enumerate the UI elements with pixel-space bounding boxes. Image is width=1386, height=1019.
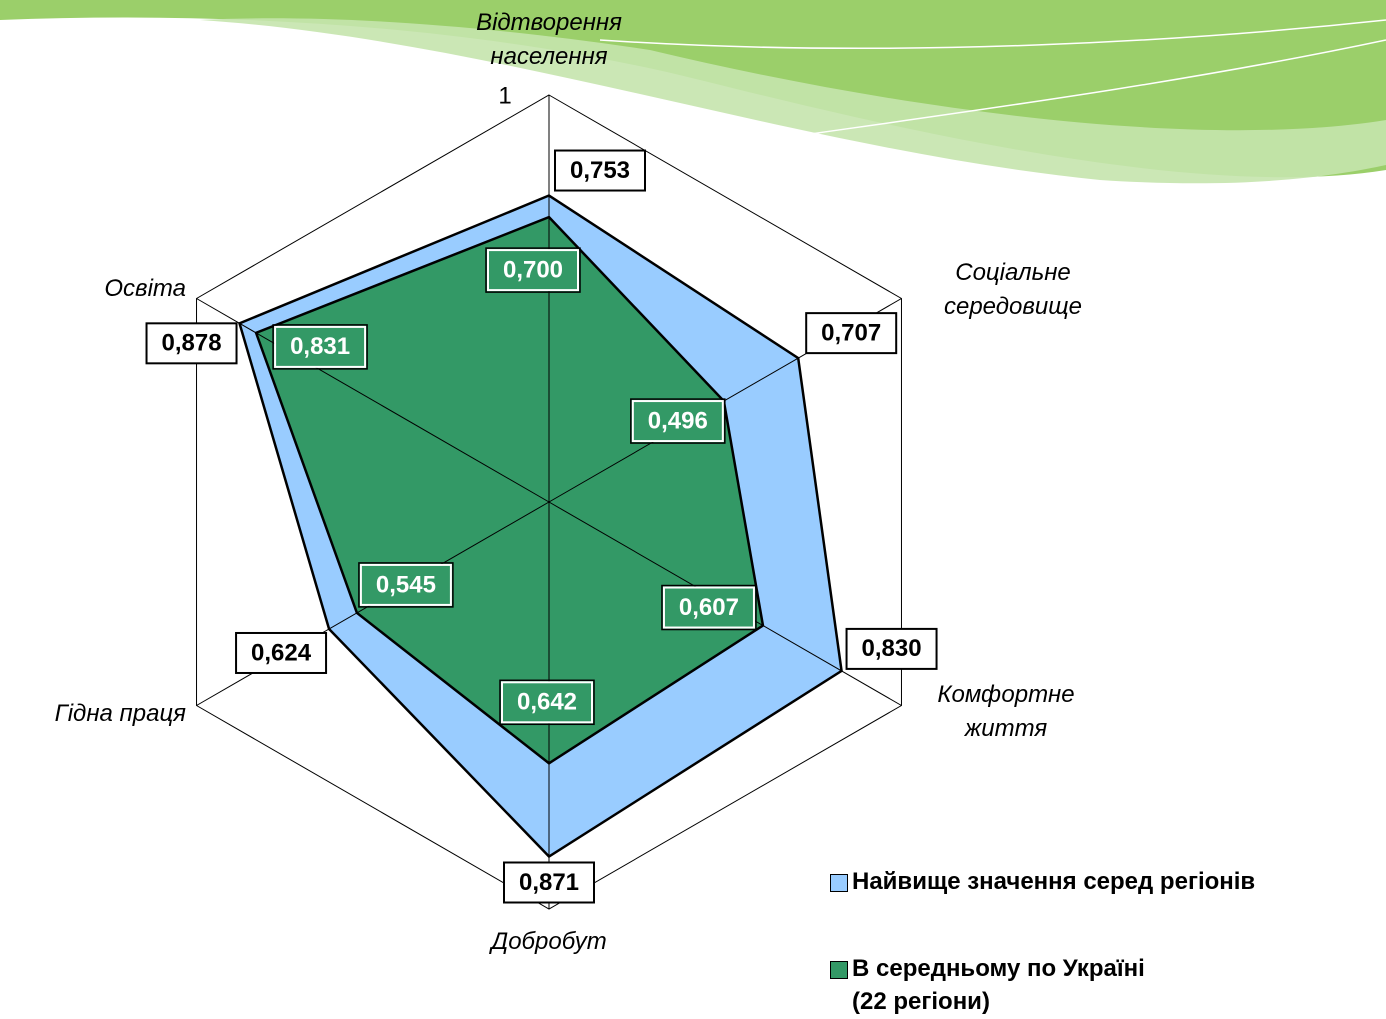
value-label-box bbox=[359, 563, 452, 606]
value-label: 0,545 bbox=[376, 571, 436, 598]
value-label: 0,871 bbox=[519, 869, 579, 896]
r-tick-label: 1 bbox=[498, 82, 511, 109]
legend-label: В середньому по Україні (22 регіони) bbox=[852, 955, 1145, 1015]
value-label: 0,830 bbox=[862, 635, 922, 662]
value-label-frame bbox=[485, 247, 581, 293]
value-label-frame bbox=[358, 562, 454, 608]
value-label-frame bbox=[499, 679, 595, 726]
value-label-box bbox=[235, 631, 328, 674]
value-label-frame bbox=[630, 398, 726, 444]
category-label: Добробут bbox=[491, 928, 607, 955]
category-label: Комфортне життя bbox=[937, 681, 1075, 742]
value-label-box bbox=[503, 861, 595, 904]
value-label: 0,607 bbox=[679, 594, 739, 621]
value-label: 0,753 bbox=[570, 157, 630, 184]
value-label-box bbox=[662, 586, 755, 629]
value-label-frame bbox=[272, 324, 368, 370]
value-label-box bbox=[631, 400, 724, 443]
category-label: Гідна праця bbox=[54, 700, 186, 727]
value-label: 0,878 bbox=[161, 330, 221, 357]
category-label: Освіта bbox=[104, 275, 186, 302]
category-label: Відтворення населення bbox=[476, 9, 622, 70]
legend-swatch bbox=[830, 874, 848, 892]
value-label: 0,707 bbox=[821, 319, 881, 346]
value-label-frame bbox=[661, 584, 757, 631]
value-label: 0,496 bbox=[648, 407, 708, 434]
background-wave bbox=[0, 0, 1386, 184]
value-label-box bbox=[805, 312, 898, 355]
value-label-box bbox=[845, 627, 938, 670]
category-label: Соціальне середовище bbox=[943, 259, 1083, 320]
legend-label: Найвище значення серед регіонів bbox=[852, 868, 1256, 895]
value-label: 0,700 bbox=[503, 256, 563, 283]
value-label-box bbox=[274, 325, 367, 368]
value-label-box bbox=[487, 249, 579, 292]
value-label-box bbox=[501, 681, 593, 724]
value-label: 0,624 bbox=[251, 639, 312, 666]
value-label-box bbox=[145, 322, 238, 365]
legend-swatch bbox=[830, 961, 848, 979]
value-label: 0,831 bbox=[290, 333, 350, 360]
value-label-box bbox=[554, 149, 646, 192]
value-label: 0,642 bbox=[517, 689, 577, 716]
spoke bbox=[196, 298, 550, 503]
